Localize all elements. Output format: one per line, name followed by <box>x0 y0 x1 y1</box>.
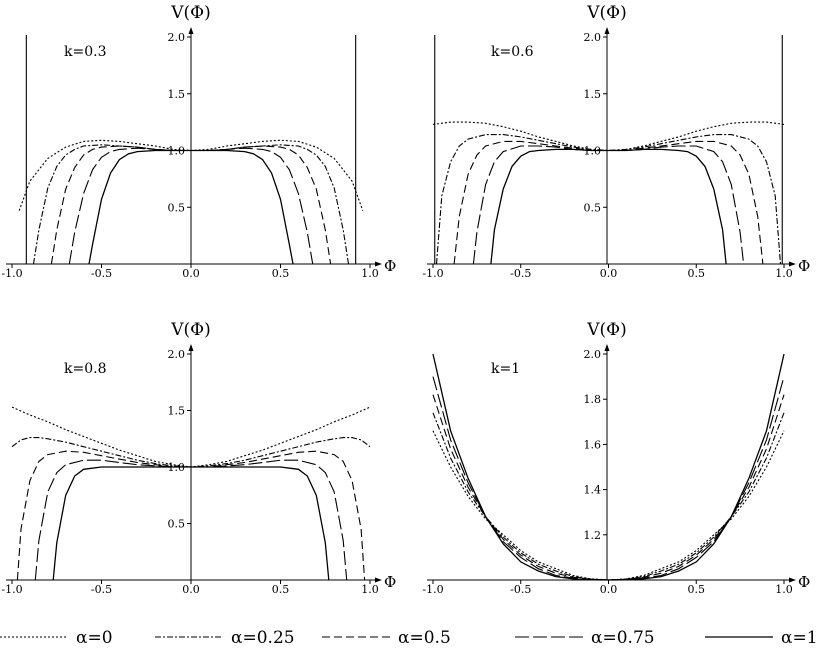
legend-label: α=0 <box>76 628 113 648</box>
panel1-y-tick-label: 2.0 <box>168 31 186 44</box>
panel3-y-tick-label: 2.0 <box>168 348 186 361</box>
panel4-series-line <box>432 412 785 581</box>
panel3-y-axis-label: V(Φ) <box>170 320 210 340</box>
panel1-x-tick-label: 0.5 <box>272 267 290 280</box>
panel3-x-tick-label: 1.0 <box>361 583 379 596</box>
panel4-y-axis-label: V(Φ) <box>586 320 626 340</box>
panel4-x-tick-label: 0.5 <box>688 583 706 596</box>
legend-label: α=0.25 <box>231 628 295 648</box>
panel2-series-line <box>490 148 727 265</box>
panel2-series-line <box>435 134 782 265</box>
panel2-y-axis-label: V(Φ) <box>586 3 626 23</box>
panel4-x-tick-label: 0.0 <box>600 583 618 596</box>
panel1-x-tick-label: 0.0 <box>182 267 200 280</box>
panel3-y-tick-label: 1.5 <box>168 405 186 418</box>
panel4-x-tick-label: 1.0 <box>775 583 793 596</box>
panel4-y-tick-label: 1.6 <box>584 438 602 451</box>
panel3-y-axis-arrow <box>188 344 194 351</box>
panel1-x-axis-arrow <box>375 261 382 267</box>
panel1-x-tick-label: 1.0 <box>361 267 379 280</box>
panel3-y-tick-label: 0.5 <box>168 518 186 531</box>
panel2-y-tick-label: 1.5 <box>584 88 602 101</box>
panel2-x-tick-label: -0.5 <box>510 267 531 280</box>
panel3-series-line <box>34 459 348 581</box>
panel3-annotation: k=0.8 <box>64 361 106 377</box>
panel4-y-tick-label: 1.4 <box>584 484 602 497</box>
panel1-x-tick-label: -1.0 <box>1 267 22 280</box>
panel2-y-tick-label: 2.0 <box>584 31 602 44</box>
panel2-x-axis-arrow <box>789 261 796 267</box>
panel2-x-tick-label: 1.0 <box>775 267 793 280</box>
panel2-x-tick-label: -1.0 <box>422 267 443 280</box>
panel4-x-axis-label: Φ <box>798 573 810 591</box>
panel3-x-tick-label: 0.0 <box>182 583 200 596</box>
panel2-x-tick-label: 0.5 <box>688 267 706 280</box>
panel3-x-tick-label: -0.5 <box>91 583 112 596</box>
panel4-series-line <box>432 353 785 581</box>
panel4-x-tick-label: -0.5 <box>510 583 531 596</box>
panel2-annotation: k=0.6 <box>491 44 534 60</box>
panel4-y-tick-label: 1.2 <box>584 529 602 542</box>
panel3-x-axis-label: Φ <box>384 573 396 591</box>
panel2-series-line <box>453 140 764 265</box>
panel1-x-axis-label: Φ <box>384 257 396 275</box>
panel3-x-tick-label: 0.5 <box>272 583 290 596</box>
legend-label: α=0.5 <box>398 628 451 648</box>
panel3-x-axis-arrow <box>375 577 382 583</box>
panel1-x-tick-label: -0.5 <box>91 267 112 280</box>
panel1-y-axis-label: V(Φ) <box>170 3 210 23</box>
panel3-x-tick-label: -1.0 <box>1 583 22 596</box>
panel4-x-tick-label: -1.0 <box>422 583 443 596</box>
legend-label: α=1 <box>781 628 817 648</box>
panel2-y-axis-arrow <box>604 27 610 34</box>
panel1-series-line <box>50 145 332 265</box>
panel4-annotation: k=1 <box>491 361 520 377</box>
panel2-x-axis-label: Φ <box>798 257 810 275</box>
panel4-series-line <box>432 394 785 581</box>
panel2-y-tick-label: 0.5 <box>584 201 602 214</box>
panel4-y-axis-arrow <box>604 344 610 351</box>
panel4-y-tick-label: 2.0 <box>584 348 602 361</box>
panel4-series-line <box>432 376 785 581</box>
panel1-y-tick-label: 0.5 <box>168 201 186 214</box>
panel2-x-tick-label: 0.0 <box>600 267 618 280</box>
panel1-series-line <box>88 149 294 265</box>
panel1-annotation: k=0.3 <box>64 44 106 60</box>
panel3-series-line <box>52 466 330 581</box>
panel1-y-tick-label: 1.5 <box>168 88 186 101</box>
panel4-y-tick-label: 1.8 <box>584 393 602 406</box>
panel1-y-axis-arrow <box>188 27 194 34</box>
panel4-x-axis-arrow <box>789 577 796 583</box>
legend-label: α=0.75 <box>591 628 655 648</box>
panel4-series-line <box>432 430 785 581</box>
